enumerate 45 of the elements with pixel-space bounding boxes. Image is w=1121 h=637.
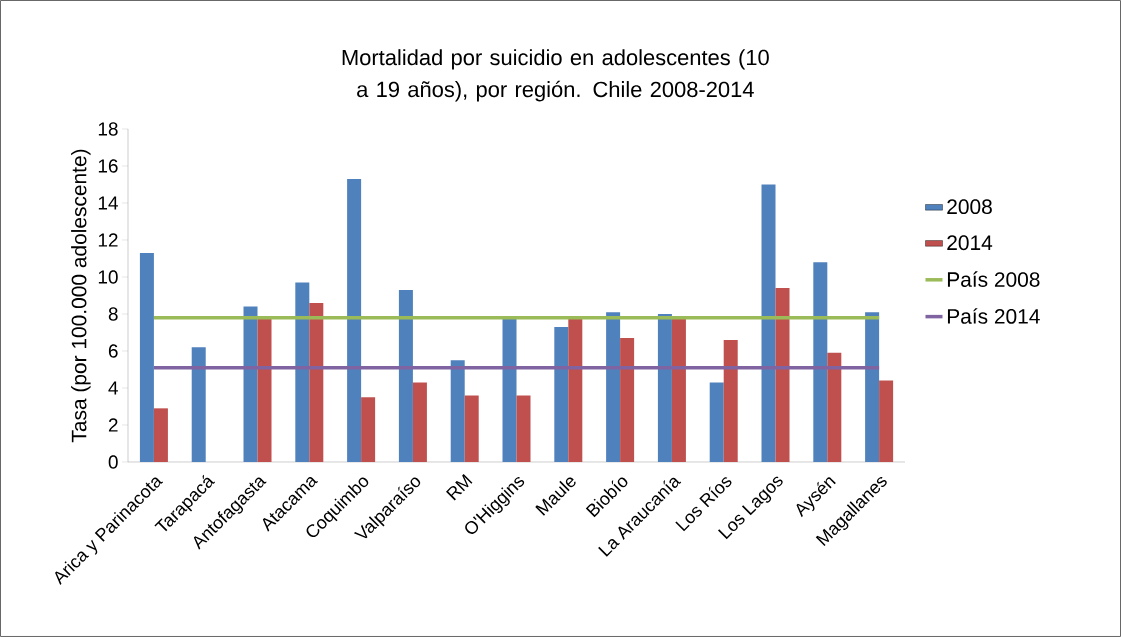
y-tick-label: 10 [98, 270, 118, 284]
bar [464, 395, 479, 462]
bar [398, 289, 413, 462]
y-tick-label: 8 [108, 307, 118, 321]
bar [295, 282, 310, 462]
y-tick-label: 16 [98, 159, 118, 173]
bar [191, 347, 206, 462]
bar [309, 302, 324, 462]
y-axis-title: Tasa (por 100.000 adolescente) [71, 149, 91, 443]
bar [865, 312, 880, 462]
bar [723, 339, 738, 462]
bar [879, 380, 894, 462]
bar [412, 382, 427, 462]
y-tick-label: 14 [98, 196, 118, 210]
bar [709, 382, 724, 462]
y-tick-label: 2 [108, 418, 118, 432]
bar [620, 338, 635, 462]
y-tick-label: 6 [108, 344, 118, 358]
legend-label: País 2008 [947, 271, 1040, 287]
bar [361, 397, 376, 462]
bar [516, 395, 531, 462]
bar [139, 252, 154, 462]
bar [243, 306, 258, 462]
y-tick-label: 18 [98, 122, 118, 136]
bar [347, 178, 362, 462]
bar [761, 184, 776, 462]
legend-label: 2014 [947, 235, 993, 251]
bar [606, 312, 621, 462]
chart-title: Mortalidad por suicidio en adolescentes (10 a 19 años), por región. Chile 2008-2014 [342, 49, 769, 102]
bar [775, 288, 790, 462]
y-tick-label: 4 [108, 381, 118, 395]
bar [827, 352, 842, 462]
bar [257, 317, 272, 462]
bar [502, 317, 517, 462]
bar [153, 408, 168, 462]
bar [813, 262, 828, 462]
bar [554, 326, 569, 462]
bar [568, 317, 583, 462]
y-tick-label: 12 [98, 233, 118, 247]
legend-label: País 2014 [947, 308, 1040, 324]
bar [657, 313, 672, 462]
legend-label: 2008 [947, 199, 992, 215]
bar [671, 317, 686, 462]
y-tick-label: 0 [108, 455, 118, 469]
bar [450, 360, 465, 462]
